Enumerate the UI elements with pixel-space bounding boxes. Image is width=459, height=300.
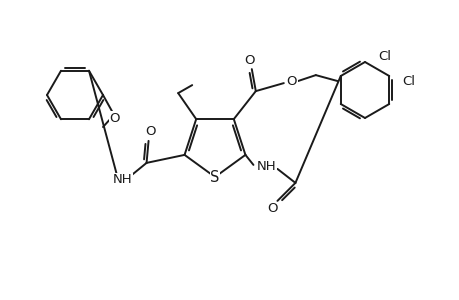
Text: O: O	[244, 54, 254, 67]
Text: Cl: Cl	[378, 50, 391, 62]
Text: Cl: Cl	[402, 74, 415, 88]
Text: O: O	[145, 125, 156, 138]
Text: NH: NH	[112, 173, 132, 186]
Text: S: S	[210, 169, 219, 184]
Text: O: O	[267, 202, 277, 215]
Text: O: O	[286, 75, 297, 88]
Text: O: O	[110, 112, 120, 124]
Text: NH: NH	[256, 160, 276, 173]
